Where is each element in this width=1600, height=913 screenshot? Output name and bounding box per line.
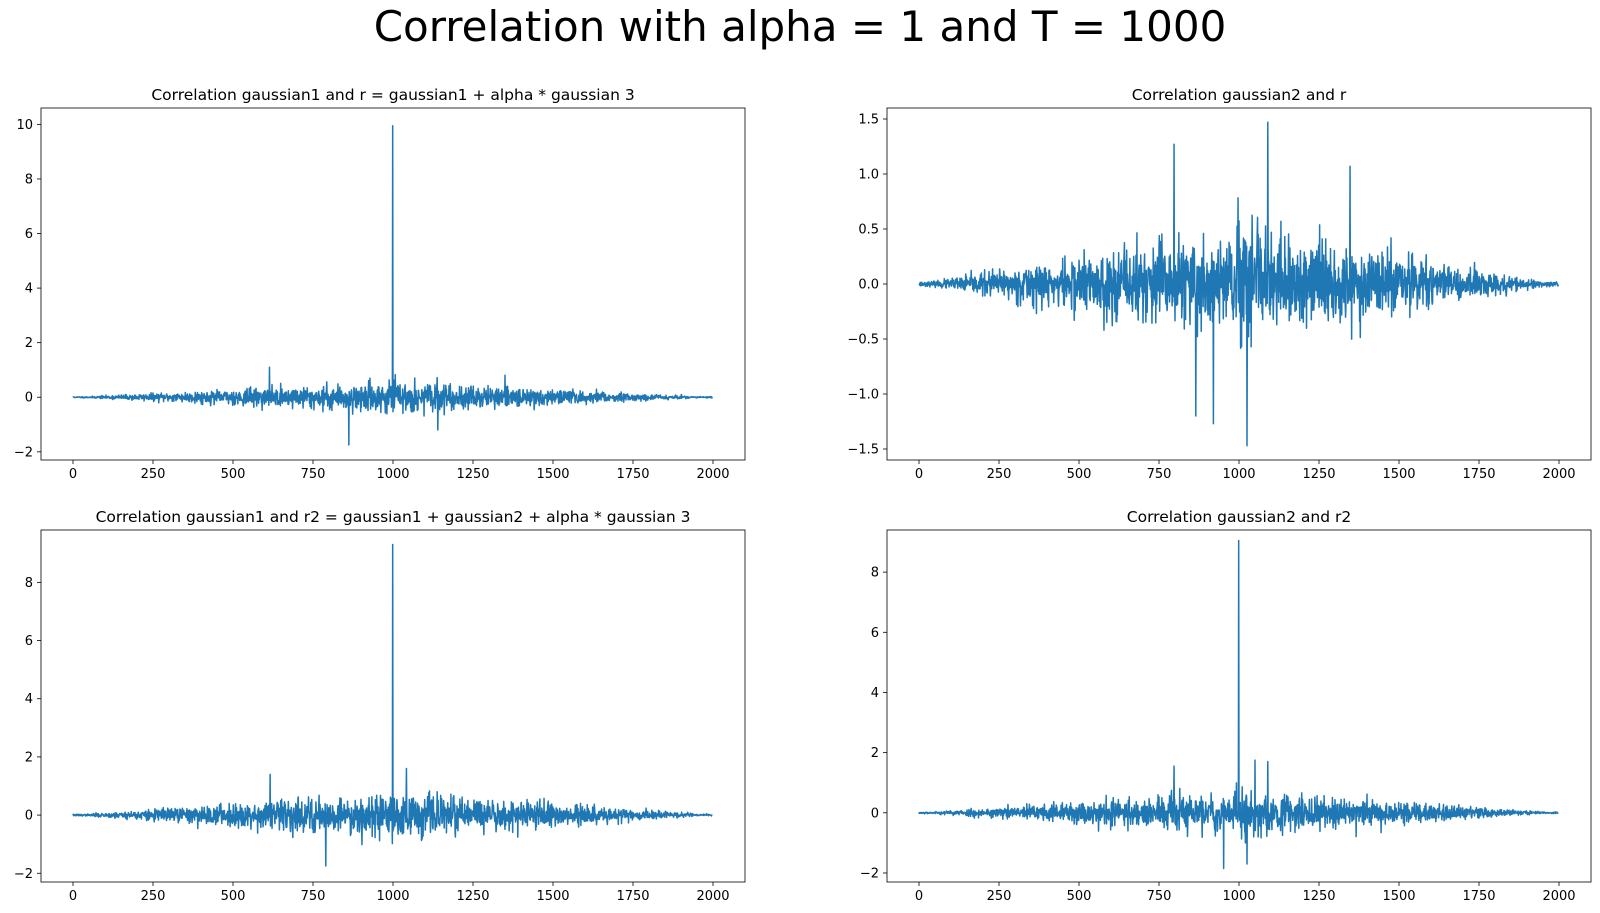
- y-tick-label: 1.5: [858, 113, 879, 128]
- x-tick-label: 500: [221, 467, 246, 482]
- series-line: [72, 543, 713, 867]
- y-tick-label: −1.5: [847, 443, 879, 458]
- x-tick-label: 750: [301, 889, 326, 904]
- subplot-top-right: 0 250 500 750 1000 1250 1500 1750 2000 −1.5 −1.0 −0…: [847, 86, 1592, 482]
- x-tick-label: 750: [1147, 467, 1172, 482]
- x-tick-label: 1500: [1382, 889, 1415, 904]
- series-line: [918, 121, 1560, 447]
- x-tick-label: 2000: [1542, 889, 1575, 904]
- x-tick-label: 1250: [1302, 467, 1335, 482]
- x-tick-label: 1250: [1302, 889, 1335, 904]
- y-tick-label: 4: [871, 686, 879, 701]
- y-tick-label: 8: [25, 172, 33, 187]
- x-tick-label: 1500: [1382, 467, 1415, 482]
- x-tick-label: 500: [1067, 889, 1092, 904]
- y-tick-label: 8: [25, 576, 33, 591]
- x-tick-label: 2000: [696, 467, 729, 482]
- x-tick-label: 1750: [616, 889, 649, 904]
- x-tick-label: 1500: [536, 467, 569, 482]
- x-tick-label: 500: [1067, 467, 1092, 482]
- subplot-bottom-left: 0 250 500 750 1000 1250 1500 1750 2000 −2 0 2 4 6 8 Cor…: [14, 508, 746, 904]
- subplot-title: Correlation gaussian1 and r2 = gaussian1…: [96, 508, 691, 526]
- x-tick-label: 750: [1147, 889, 1172, 904]
- y-tick-label: −0.5: [847, 333, 879, 348]
- y-tick-label: 10: [16, 118, 33, 133]
- x-tick-label: 0: [69, 467, 77, 482]
- x-tick-label: 0: [915, 889, 923, 904]
- x-tick-label: 1000: [376, 467, 409, 482]
- x-tick-label: 0: [915, 467, 923, 482]
- y-tick-label: 6: [25, 227, 33, 242]
- y-tick-label: −2: [14, 445, 33, 460]
- x-tick-label: 1250: [456, 467, 489, 482]
- y-tick-label: −2: [14, 867, 33, 882]
- y-tick-label: 1.0: [858, 168, 879, 183]
- subplot-title: Correlation gaussian1 and r = gaussian1 …: [151, 86, 634, 104]
- x-tick-label: 1000: [1222, 889, 1255, 904]
- y-tick-label: 4: [25, 282, 33, 297]
- x-tick-label: 1750: [1462, 467, 1495, 482]
- y-tick-label: 0: [25, 391, 33, 406]
- x-tick-label: 2000: [1542, 467, 1575, 482]
- x-tick-label: 2000: [696, 889, 729, 904]
- figure-title: Correlation with alpha = 1 and T = 1000: [373, 2, 1227, 51]
- y-tick-label: 2: [871, 746, 879, 761]
- y-tick-label: −2: [860, 866, 879, 881]
- y-tick-label: −1.0: [847, 388, 879, 403]
- x-tick-label: 0: [69, 889, 77, 904]
- x-tick-label: 1750: [616, 467, 649, 482]
- x-tick-label: 250: [987, 467, 1012, 482]
- x-tick-label: 750: [301, 467, 326, 482]
- subplot-top-left: 0 250 500 750 1000 1250 1500 1750 2000 −2 0 2 4 6 8 10 C…: [14, 86, 746, 482]
- x-tick-label: 1750: [1462, 889, 1495, 904]
- x-tick-label: 250: [141, 467, 166, 482]
- x-tick-label: 250: [141, 889, 166, 904]
- y-tick-label: 6: [871, 626, 879, 641]
- subplot-bottom-right: 0 250 500 750 1000 1250 1500 1750 2000 −2 0 2 4 6 8 Cor…: [860, 508, 1592, 904]
- y-tick-label: 0: [871, 806, 879, 821]
- series-line: [72, 124, 713, 446]
- x-tick-label: 1000: [1222, 467, 1255, 482]
- subplot-title: Correlation gaussian2 and r2: [1127, 508, 1351, 526]
- x-tick-label: 1000: [376, 889, 409, 904]
- y-tick-label: 2: [25, 750, 33, 765]
- series-line: [918, 539, 1559, 870]
- x-tick-label: 1500: [536, 889, 569, 904]
- y-tick-label: 0: [25, 809, 33, 824]
- y-tick-label: 0.5: [858, 223, 879, 238]
- subplot-title: Correlation gaussian2 and r: [1132, 86, 1347, 104]
- y-tick-label: 0.0: [858, 278, 879, 293]
- y-tick-label: 2: [25, 336, 33, 351]
- y-tick-label: 8: [871, 566, 879, 581]
- x-tick-label: 250: [987, 889, 1012, 904]
- x-tick-label: 1250: [456, 889, 489, 904]
- x-tick-label: 500: [221, 889, 246, 904]
- y-tick-label: 4: [25, 692, 33, 707]
- y-tick-label: 6: [25, 634, 33, 649]
